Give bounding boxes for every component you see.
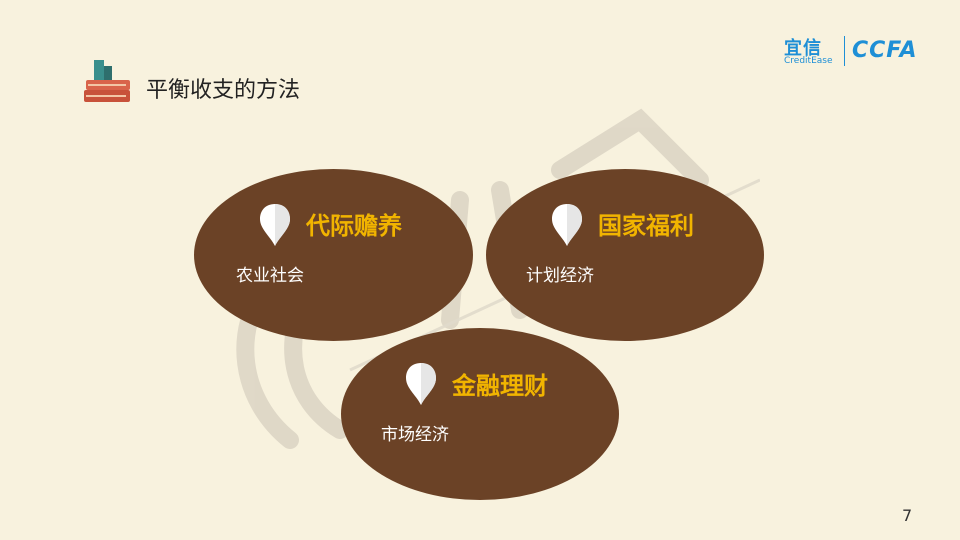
logo-brand-cn: 宜信 [784, 38, 822, 59]
card-title-1: 代际赡养 [306, 212, 402, 240]
page-number: 7 [902, 506, 913, 525]
map-pin-icon [552, 204, 582, 246]
card-text-3: 市场经济 [381, 425, 449, 445]
card-title-3: 金融理财 [452, 372, 548, 400]
page-title: 平衡收支的方法 [146, 78, 301, 103]
map-pin-icon [260, 204, 290, 246]
card-ellipse-1 [194, 169, 473, 341]
logo-partner: CCFA [852, 38, 918, 63]
books-icon [84, 60, 130, 102]
logo-divider [844, 36, 845, 66]
logo-brand-en: CreditEase [784, 56, 833, 66]
card-text-2: 计划经济 [526, 266, 594, 286]
map-pin-icon [406, 363, 436, 405]
brand-logo: 宜信 CreditEase CCFA [784, 34, 934, 68]
card-text-1: 农业社会 [236, 266, 304, 286]
card-title-2: 国家福利 [598, 212, 694, 240]
card-ellipse-2 [486, 169, 764, 341]
card-ellipse-3 [341, 328, 619, 500]
